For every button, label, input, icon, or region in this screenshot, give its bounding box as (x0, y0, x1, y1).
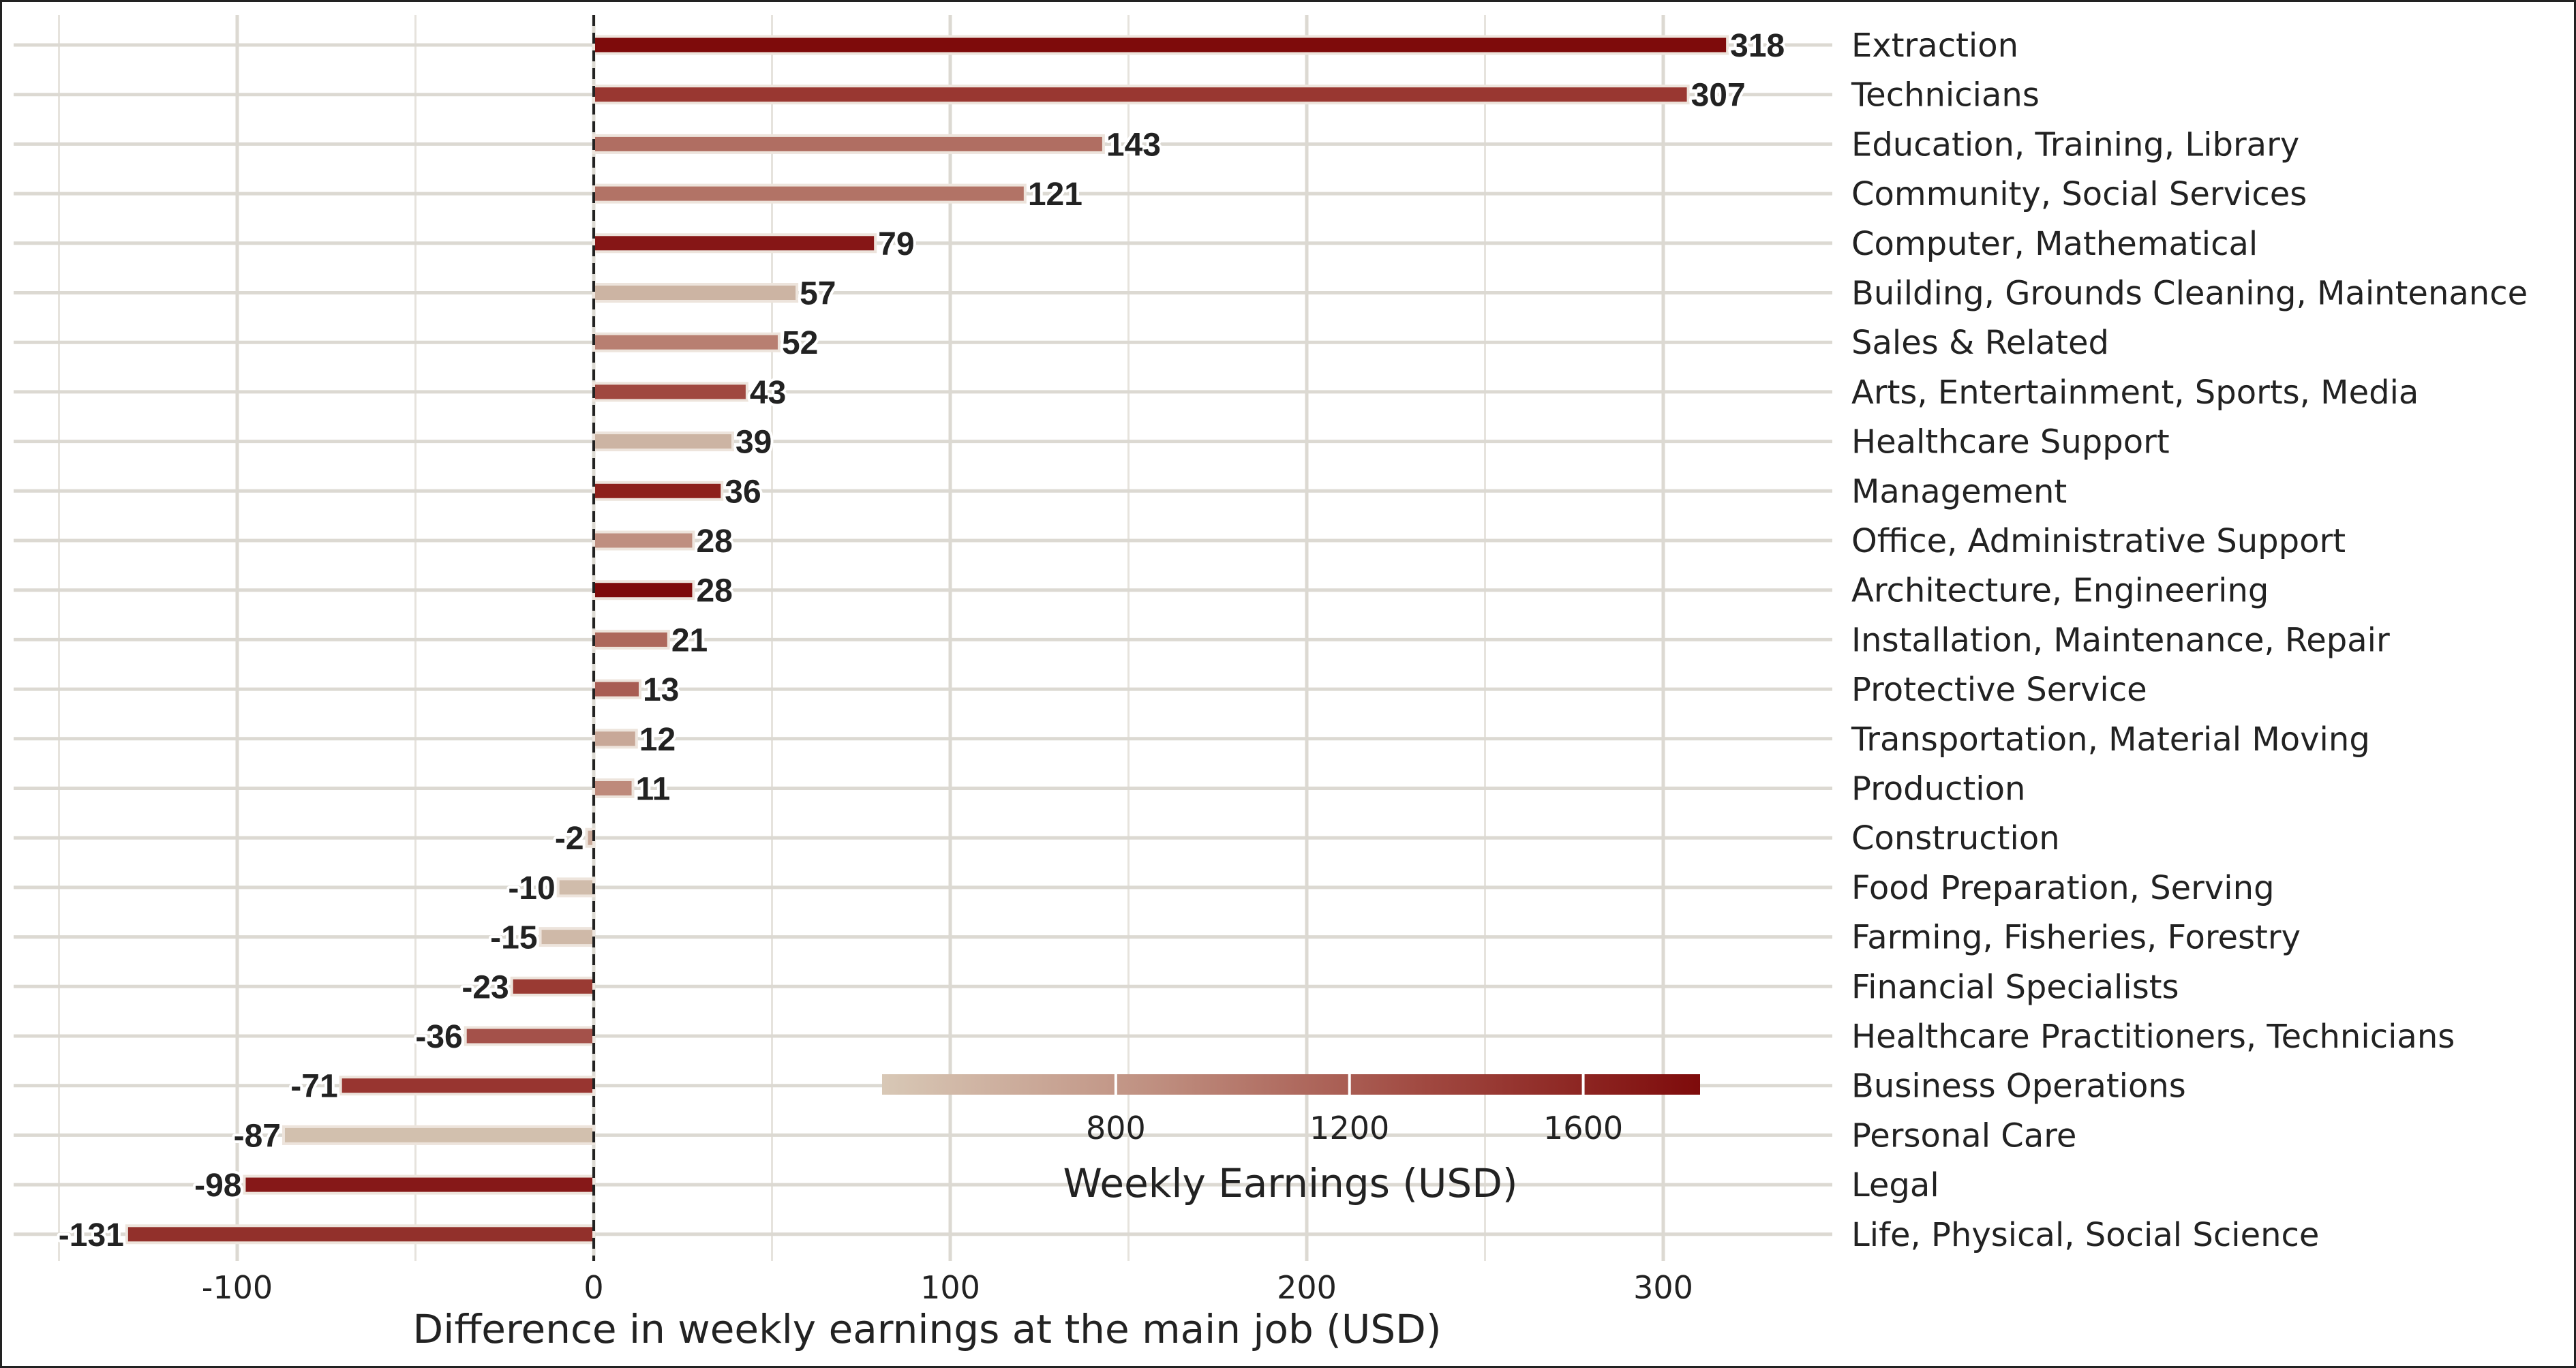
bar (592, 729, 638, 749)
category-label: Transportation, Material Moving (1851, 720, 2370, 759)
x-axis-tick-labels: -100 0 100 200 300 (202, 1269, 1693, 1306)
bar-value-label: 11 (636, 772, 671, 808)
bar (592, 134, 1105, 154)
bar-value-label: 79 (878, 226, 914, 262)
bar-value-label: 143 (1106, 127, 1161, 163)
bars (125, 35, 1729, 1245)
category-label: Business Operations (1851, 1067, 2186, 1106)
category-label: Office, Administrative Support (1851, 522, 2346, 560)
bar-value-label: 318 (1730, 28, 1785, 64)
category-label: Extraction (1851, 27, 2018, 65)
bar-value-label: 28 (696, 573, 732, 609)
category-label: Arts, Entertainment, Sports, Media (1851, 374, 2419, 412)
category-label: Management (1851, 472, 2067, 511)
legend-tick-label: 1600 (1543, 1110, 1623, 1146)
bar (243, 1174, 595, 1195)
category-label: Education, Training, Library (1851, 125, 2299, 164)
legend-ticks: 800 1200 1600 (1086, 1074, 1623, 1146)
category-label: Healthcare Practitioners, Technicians (1851, 1018, 2455, 1056)
x-tick-label: 0 (584, 1269, 603, 1306)
bar-value-label: 121 (1028, 177, 1082, 213)
x-axis-title: Difference in weekly earnings at the mai… (413, 1306, 1442, 1352)
bar-value-label: 39 (736, 425, 772, 461)
bar (339, 1076, 595, 1096)
category-label: Protective Service (1851, 671, 2147, 709)
legend-colorbar (882, 1074, 1700, 1095)
bar (282, 1125, 595, 1145)
bar-value-label: 12 (639, 722, 676, 758)
bar (592, 183, 1027, 204)
category-label: Technicians (1851, 76, 2040, 115)
category-labels: Extraction Technicians Education, Training… (1851, 27, 2528, 1254)
category-gridlines (14, 43, 1832, 1236)
x-tick-label: 300 (1633, 1269, 1693, 1306)
bar-value-label: 307 (1691, 78, 1746, 114)
category-label: Legal (1851, 1166, 1939, 1204)
bar-value-label: -131 (59, 1217, 124, 1253)
bar (592, 481, 724, 501)
category-label: Community, Social Services (1851, 175, 2307, 213)
bar (592, 679, 641, 699)
bar (592, 233, 877, 254)
x-tick-label: 200 (1277, 1269, 1337, 1306)
bar (592, 778, 635, 798)
bar-value-label: -2 (555, 821, 584, 857)
bar (592, 530, 695, 551)
bar (592, 382, 748, 402)
bar (592, 35, 1729, 55)
category-label: Life, Physical, Social Science (1851, 1216, 2319, 1254)
bar (592, 580, 695, 601)
category-label: Sales & Related (1851, 324, 2109, 362)
x-tick-label: -100 (202, 1269, 273, 1306)
color-legend: 800 1200 1600 Weekly Earnings (USD) (882, 1074, 1700, 1206)
value-labels: 318307143121795752433936282821131211-2-1… (56, 25, 1787, 1256)
category-label: Architecture, Engineering (1851, 572, 2269, 610)
bar-value-label: 52 (782, 325, 818, 361)
bar (592, 629, 670, 650)
category-label: Farming, Fisheries, Forestry (1851, 919, 2301, 957)
bar-value-label: 57 (800, 276, 836, 312)
bar-value-label: -15 (490, 920, 537, 956)
bar (592, 332, 781, 352)
bar (464, 1026, 595, 1046)
category-label: Computer, Mathematical (1851, 225, 2258, 263)
bar-value-label: -36 (415, 1019, 462, 1055)
bar-value-label: 36 (725, 474, 761, 510)
legend-tick-label: 800 (1086, 1110, 1146, 1146)
bar-value-label: -98 (194, 1168, 241, 1204)
x-tick-label: 100 (920, 1269, 980, 1306)
category-label: Construction (1851, 819, 2060, 857)
bar-value-label: -10 (508, 870, 555, 907)
bar-value-label: 28 (696, 523, 732, 560)
category-label: Food Preparation, Serving (1851, 869, 2275, 907)
bar-value-label: 43 (750, 375, 786, 411)
legend-tick-label: 1200 (1309, 1110, 1389, 1146)
bar (125, 1224, 595, 1245)
bar (556, 877, 596, 898)
bar-value-label: -87 (234, 1118, 281, 1154)
category-label: Installation, Maintenance, Repair (1851, 621, 2390, 659)
bar (510, 976, 596, 997)
bar-value-label: 13 (643, 672, 679, 708)
category-label: Building, Grounds Cleaning, Maintenance (1851, 275, 2528, 313)
category-label: Healthcare Support (1851, 423, 2170, 461)
bar (539, 927, 595, 947)
bar-value-label: -71 (290, 1069, 337, 1105)
bar (592, 283, 799, 303)
category-label: Production (1851, 770, 2025, 808)
bar-value-label: 21 (671, 622, 708, 658)
category-label: Financial Specialists (1851, 968, 2179, 1006)
legend-title: Weekly Earnings (USD) (1063, 1160, 1517, 1206)
category-label: Personal Care (1851, 1116, 2076, 1155)
bar (592, 431, 734, 452)
bar (592, 85, 1690, 105)
bar-value-label: -23 (461, 969, 509, 1005)
